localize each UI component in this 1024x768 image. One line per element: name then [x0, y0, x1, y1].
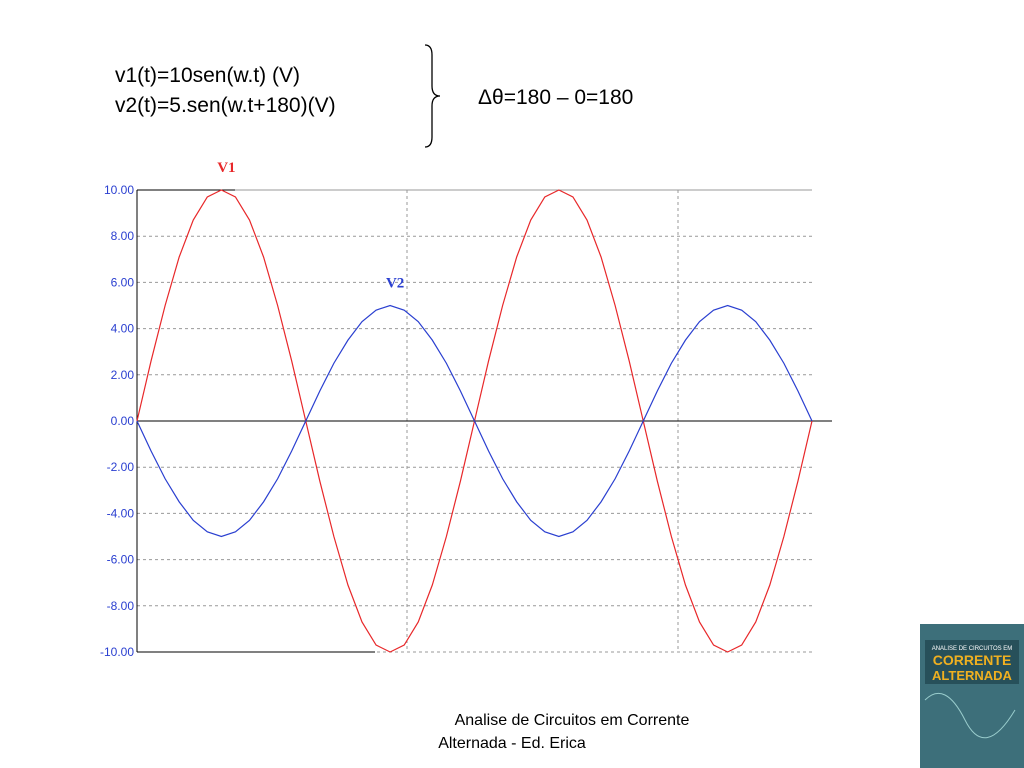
- series-label: V2: [386, 276, 404, 292]
- caption: Alternada - Ed. Erica: [438, 735, 586, 752]
- book-title: ALTERNADA: [932, 668, 1013, 683]
- book-cover: ANALISE DE CIRCUITOS EM CORRENTE ALTERNA…: [920, 624, 1024, 768]
- y-tick-label: 2.00: [111, 368, 135, 382]
- book-title: CORRENTE: [933, 652, 1012, 668]
- y-tick-label: -8.00: [107, 599, 135, 613]
- cover-band: [925, 640, 1019, 684]
- equation: v2(t)=5.sen(w.t+180)(V): [115, 94, 336, 117]
- series-label: V1: [217, 160, 235, 176]
- y-tick-label: 6.00: [111, 275, 135, 289]
- result: Δθ=180 – 0=180: [478, 86, 633, 109]
- y-tick-label: -4.00: [107, 506, 135, 520]
- y-tick-label: 10.00: [104, 183, 134, 197]
- caption: Analise de Circuitos em Corrente: [455, 712, 690, 729]
- y-tick-label: 0.00: [111, 414, 135, 428]
- equation: v1(t)=10sen(w.t) (V): [115, 64, 300, 87]
- y-tick-label: -6.00: [107, 553, 135, 567]
- y-tick-label: -10.00: [100, 645, 134, 659]
- brace: [424, 44, 441, 148]
- book-top: ANALISE DE CIRCUITOS EM: [932, 646, 1013, 652]
- cover-wave: [924, 692, 1016, 739]
- y-tick-label: 8.00: [111, 229, 135, 243]
- series-line: [136, 304, 813, 538]
- y-tick-label: -2.00: [107, 460, 135, 474]
- y-tick-label: 4.00: [111, 322, 135, 336]
